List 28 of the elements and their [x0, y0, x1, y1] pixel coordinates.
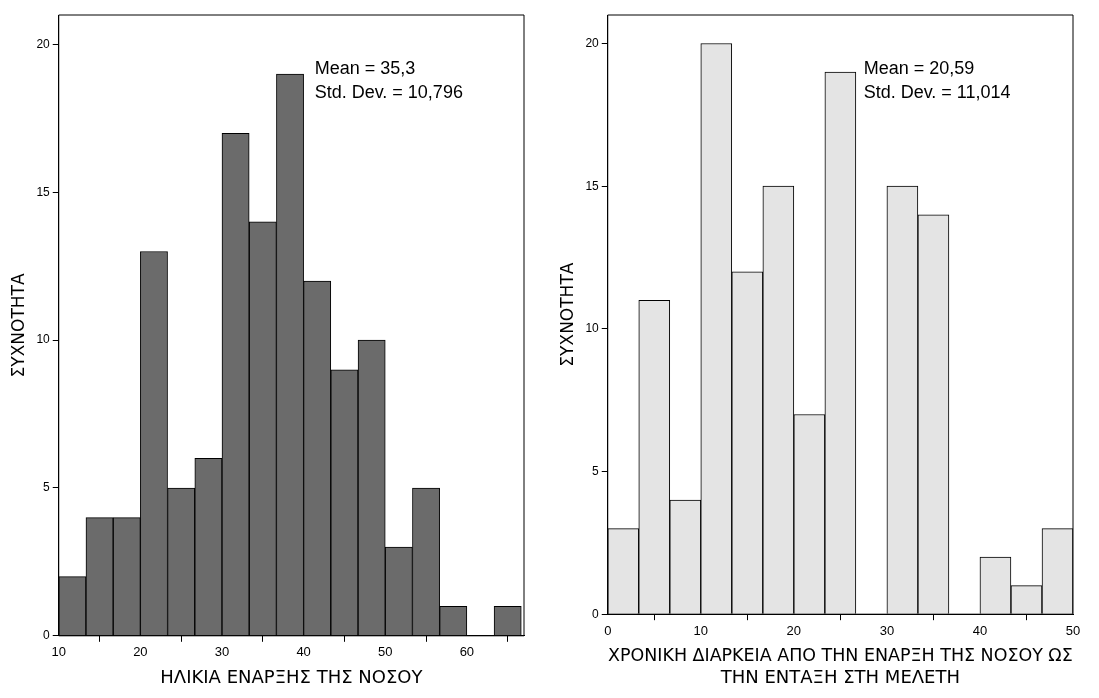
- x-axis-title: ΧΡΟΝΙΚΗ ΔΙΑΡΚΕΙΑ ΑΠΟ ΤΗΝ ΕΝΑΡΞΗ ΤΗΣ ΝΟΣΟΥ ΩΣ ΤΗΝ ΕΝΤΑΞΗ ΣΤΗ ΜΕΛΕΤΗ: [608, 645, 1073, 687]
- x-tick-label: 60: [459, 644, 475, 660]
- y-tick-label: 0: [592, 606, 600, 621]
- y-tick-label: 5: [43, 480, 51, 495]
- y-axis-title: ΣΥΧΝΟΤΗΤΑ: [556, 262, 577, 367]
- x-axis-title: ΗΛΙΚΙΑ ΕΝΑΡΞΗΣ ΤΗΣ ΝΟΣΟΥ: [160, 665, 424, 687]
- x-tick-label: 30: [879, 622, 895, 638]
- y-tick-label: 20: [36, 36, 51, 51]
- x-tick-label: 0: [604, 622, 612, 638]
- x-tick-label: 20: [786, 622, 802, 638]
- x-tick-label: 40: [296, 644, 311, 660]
- x-tick-label: 50: [378, 644, 393, 660]
- annotation: Std. Dev. = 10,796: [314, 81, 463, 102]
- y-tick-label: 15: [36, 184, 51, 199]
- x-tick-label: 30: [214, 644, 230, 660]
- x-tick-label: 40: [972, 622, 988, 638]
- y-tick-label: 10: [585, 321, 600, 336]
- x-tick-label: 20: [133, 644, 148, 660]
- y-tick-label: 20: [585, 35, 600, 50]
- annotation: Std. Dev. = 11,014: [863, 81, 1011, 102]
- annotation: Mean = 35,3: [314, 57, 416, 78]
- y-tick-label: 5: [592, 463, 600, 478]
- x-tick-label: 10: [693, 622, 709, 638]
- x-tick-label: 50: [1065, 622, 1081, 638]
- annotation: Mean = 20,59: [863, 57, 975, 78]
- y-tick-label: 10: [36, 332, 51, 347]
- y-tick-label: 15: [585, 178, 600, 193]
- y-axis-title: ΣΥΧΝΟΤΗΤΑ: [7, 273, 28, 378]
